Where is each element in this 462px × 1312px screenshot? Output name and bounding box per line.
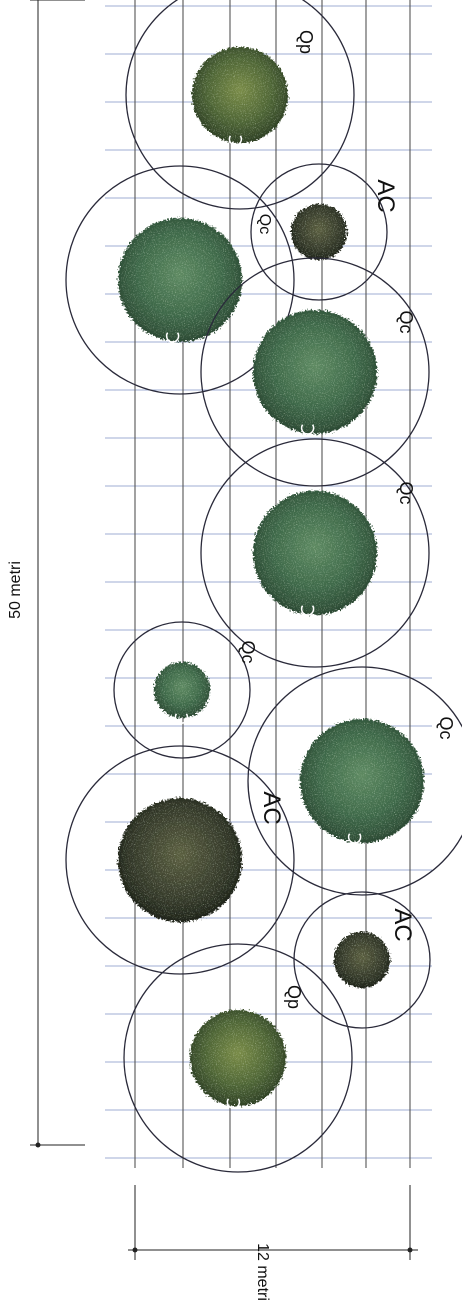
dimension-lines xyxy=(30,0,418,1260)
species-label: AC xyxy=(258,791,285,824)
canopy-outline xyxy=(200,257,430,487)
crown-notch xyxy=(228,135,243,146)
width-dimension-label: 12 metri xyxy=(254,1243,271,1301)
crown-texture xyxy=(292,205,346,259)
tree-small xyxy=(293,891,431,1029)
canopy-outline xyxy=(65,165,295,395)
species-label: AC xyxy=(389,908,416,941)
crown-texture xyxy=(192,1012,284,1104)
species-label: Qc xyxy=(238,640,258,663)
crown-texture xyxy=(256,494,374,612)
crown-texture xyxy=(335,933,389,987)
species-label: Qc xyxy=(436,716,456,739)
canopy-outline xyxy=(247,666,462,896)
tree-small xyxy=(250,163,388,301)
species-label: Qc xyxy=(396,310,416,333)
crown-texture xyxy=(121,221,239,339)
canopy-outline xyxy=(250,163,388,301)
length-dimension-label: 50 metri xyxy=(7,561,24,619)
width-dimension-dot xyxy=(407,1247,413,1253)
canopy-outline xyxy=(200,438,430,668)
tree-large xyxy=(123,943,353,1173)
crown-notch xyxy=(226,1098,241,1109)
species-label: Qp xyxy=(296,30,316,54)
tree-medium xyxy=(65,165,295,395)
crown-notch xyxy=(174,713,189,724)
tree-medium xyxy=(200,257,430,487)
length-dimension-dot xyxy=(35,1142,41,1148)
width-dimension-dot xyxy=(132,1247,138,1253)
crown-texture xyxy=(155,663,209,717)
species-label: AC xyxy=(372,179,399,212)
tree-layer xyxy=(65,0,462,1173)
crown-notch xyxy=(300,605,315,616)
canopy-outline xyxy=(65,745,295,975)
canopy-outline xyxy=(123,943,353,1173)
crown-notch xyxy=(347,833,362,844)
crown-texture xyxy=(194,49,286,141)
tree-large xyxy=(125,0,355,210)
crown-texture xyxy=(256,313,374,431)
canopy-outline xyxy=(125,0,355,210)
tree-medium xyxy=(200,438,430,668)
tree-medium xyxy=(113,621,251,759)
canopy-outline xyxy=(293,891,431,1029)
crown-notch xyxy=(300,424,315,435)
species-label: Qc xyxy=(256,214,273,234)
label-layer: 50 metri 12 metri Qp AC Qc Qc Qc AC Qc AC Qp Qc xyxy=(7,30,456,1301)
canopy-outline xyxy=(113,621,251,759)
tree-small xyxy=(65,745,295,975)
crown-texture xyxy=(121,801,239,919)
crown-notch xyxy=(165,332,180,343)
species-label: Qp xyxy=(284,985,304,1009)
tree-medium xyxy=(247,666,462,896)
species-label: Qc xyxy=(396,481,416,504)
crown-texture xyxy=(303,722,421,840)
